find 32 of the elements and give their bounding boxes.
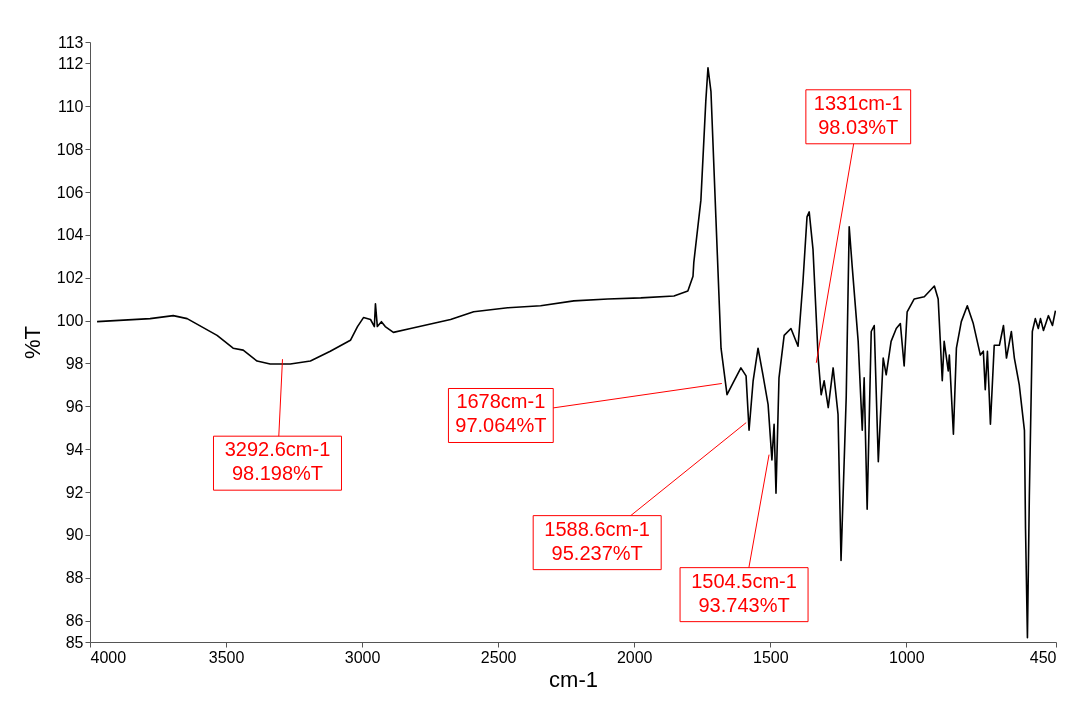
y-tick-label: 108 [56,140,84,158]
annotation: 1504.5cm-1 93.743%T [691,569,797,616]
y-tick-label: 88 [65,569,84,587]
x-tick-label: 3000 [344,648,381,666]
y-tick-label: 92 [65,483,84,501]
x-tick-label: 1500 [752,648,789,666]
x-tick-label: 4000 [90,648,127,666]
y-tick-label: 98 [65,354,84,372]
y-tick-label: 104 [56,226,84,244]
annotation: 1588.6cm-1 95.237%T [544,517,650,564]
annotation: 1678cm-1 97.064%T [455,390,547,437]
y-tick-label: 85 [65,633,84,651]
line-series [96,66,1056,639]
x-tick-label: 2000 [616,648,653,666]
annotation: 3292.6cm-1 98.198%T [224,438,331,485]
annotation: 1331cm-1 98.03%T [813,91,903,138]
y-tick-label: 90 [65,526,84,544]
x-tick-label: 3500 [208,648,245,666]
y-tick-label: 112 [57,54,84,72]
x-axis-title: cm-1 [549,666,598,692]
y-axis-title: %T [19,326,45,359]
x-tick-label: 2500 [480,648,517,666]
x-tick-label: 1000 [889,648,925,666]
y-tick-label: 106 [56,183,84,201]
y-tick-label: 102 [56,269,84,287]
y-tick-label: 94 [65,440,84,458]
y-tick-label: 100 [56,312,84,330]
y-tick-label: 86 [65,612,84,630]
x-tick-label: 450 [1029,648,1057,666]
y-tick-label: 113 [57,33,84,51]
y-tick-label: 96 [65,397,84,415]
y-tick-label: 110 [57,97,84,115]
